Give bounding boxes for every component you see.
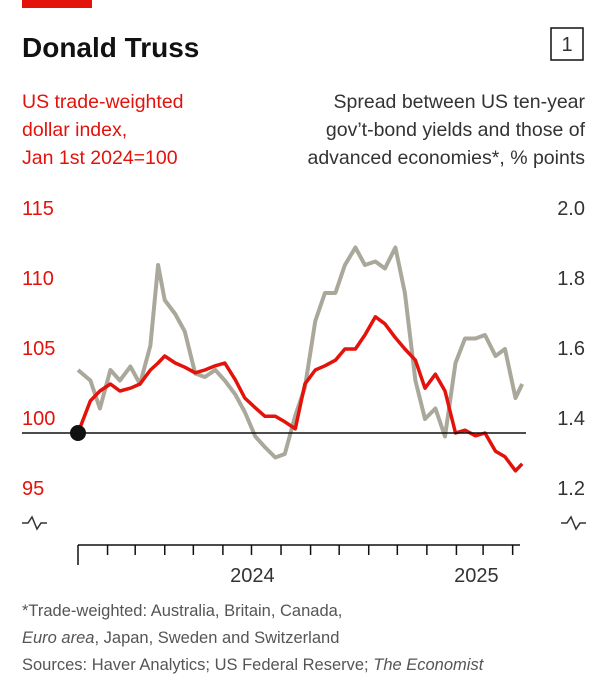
series-line <box>76 315 524 473</box>
brand-bar <box>22 0 92 8</box>
x-tick-label: 2024 <box>230 565 275 587</box>
y-tick-label: 105 <box>22 338 55 360</box>
footnote-part: , Japan, Sweden and Switzerland <box>94 629 339 647</box>
y2-tick-label: 1.2 <box>557 478 585 500</box>
footnote-line: Sources: Haver Analytics; US Federal Res… <box>22 656 485 674</box>
right-axis-title-line: gov’t-bond yields and those of <box>326 119 586 141</box>
series-line <box>76 245 525 460</box>
y-tick-label: 110 <box>22 268 54 290</box>
chart-number-box <box>550 27 584 61</box>
axis-break-left <box>22 515 47 531</box>
y2-tick-label: 1.6 <box>557 338 585 360</box>
plot-area: 95 100 105 110 115 1.2 1.4 1.6 1.8 2.0 2024 2025 <box>22 198 585 587</box>
chart-title: Donald Truss <box>22 32 199 63</box>
left-axis-title-line: Jan 1st 2024=100 <box>22 147 178 169</box>
footnote-line: Euro area, Japan, Sweden and Switzerland <box>22 629 339 647</box>
y2-tick-label: 1.4 <box>557 408 585 430</box>
index-base-point <box>70 425 86 441</box>
y2-tick-label: 2.0 <box>557 198 585 220</box>
y2-tick-label: 1.8 <box>557 268 585 290</box>
footnote-part: Sources: Haver Analytics; US Federal Res… <box>22 656 373 674</box>
x-tick-label: 2025 <box>454 565 499 587</box>
left-axis-title: US trade-weighted dollar index, Jan 1st 20… <box>22 91 184 169</box>
left-axis-title-line: US trade-weighted <box>22 91 184 113</box>
footnote: *Trade-weighted: Australia, Britain, Can… <box>22 602 485 674</box>
footnote-part: *Trade-weighted: Australia, Britain, Can… <box>22 602 342 620</box>
right-axis-title: Spread between US ten-year gov’t-bond yie… <box>307 91 585 169</box>
right-axis-title-line: Spread between US ten-year <box>334 91 586 113</box>
y-tick-label: 95 <box>22 478 44 500</box>
footnote-part: Euro area <box>22 629 94 647</box>
footnote-line: *Trade-weighted: Australia, Britain, Can… <box>22 602 342 620</box>
y-tick-label: 115 <box>22 198 54 220</box>
chart-number: 1 <box>561 34 572 56</box>
axis-break-right <box>561 515 586 531</box>
footnote-part: The Economist <box>373 656 484 674</box>
right-axis-title-line: advanced economies*, % points <box>307 147 585 169</box>
left-axis-title-line: dollar index, <box>22 119 127 141</box>
y-tick-label: 100 <box>22 408 55 430</box>
